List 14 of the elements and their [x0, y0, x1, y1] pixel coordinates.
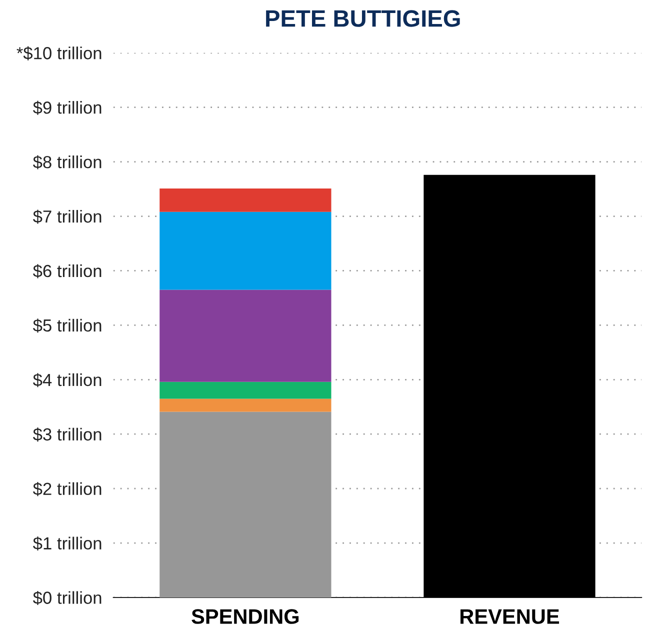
x-tick-label: REVENUE	[460, 609, 560, 624]
y-tick-label: $8 trillion	[33, 155, 102, 170]
y-tick-label: $1 trillion	[33, 536, 102, 551]
chart-title: PETE BUTTIGIEG	[266, 10, 460, 27]
y-tick-label: *$10 trillion	[16, 46, 102, 60]
y-tick-label: $2 trillion	[33, 482, 102, 496]
y-tick-label: $7 trillion	[33, 210, 102, 224]
x-tick-label: SPENDING	[192, 609, 299, 624]
y-tick-label: $9 trillion	[33, 100, 102, 115]
y-tick-label: $5 trillion	[33, 318, 102, 333]
y-tick-label: $4 trillion	[33, 373, 102, 388]
y-tick-label: $0 trillion	[33, 590, 102, 605]
y-tick-label: $3 trillion	[33, 428, 102, 442]
y-tick-label: $6 trillion	[33, 264, 102, 278]
